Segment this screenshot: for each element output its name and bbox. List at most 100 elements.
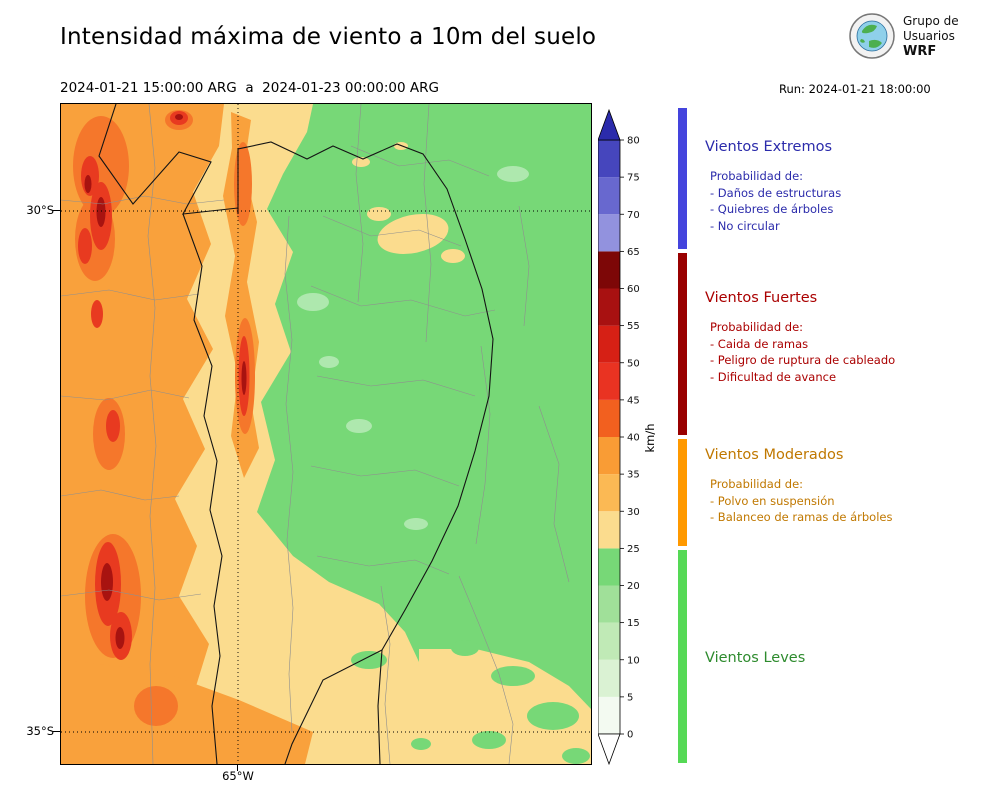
wind-region xyxy=(134,686,178,726)
legend-block: Vientos Moderados Probabilidad de: - Polvo… xyxy=(705,447,990,526)
longitude-label-65w: 65°W xyxy=(222,769,254,783)
legend-line: - Dificultad de avance xyxy=(710,369,837,384)
colorbar-segment xyxy=(598,585,620,623)
boundary-line xyxy=(61,289,200,301)
latitude-label-30s: 30°S xyxy=(26,203,54,217)
boundary-line xyxy=(61,389,190,401)
colorbar-segment xyxy=(598,177,620,215)
boundary-line xyxy=(147,104,157,764)
colorbar-segment xyxy=(598,140,620,178)
boundary-line xyxy=(61,195,225,205)
colorbar-tick-label: 10 xyxy=(627,655,640,666)
boundary-line xyxy=(538,405,570,583)
legend-category-title: Vientos Moderados xyxy=(705,447,844,463)
wind-region xyxy=(419,649,591,764)
colorbar-segment xyxy=(598,288,620,326)
legend-block: Vientos Extremos Probabilidad de: - Daños … xyxy=(705,139,990,234)
boundary-line xyxy=(458,575,514,764)
wind-region xyxy=(115,627,125,649)
category-bar-segment xyxy=(678,550,687,763)
boundary-line xyxy=(310,285,496,317)
colorbar-tick-label: 25 xyxy=(627,544,640,555)
logo-line-2: Usuarios xyxy=(903,28,955,43)
colorbar-tick-label: 30 xyxy=(627,507,640,518)
colorbar-segment xyxy=(598,474,620,512)
colorbar-segment xyxy=(598,659,620,697)
axis-tick-lat-35s xyxy=(53,731,60,732)
legend-line: - Balanceo de ramas de árboles xyxy=(710,510,893,524)
colorbar-tick-label: 80 xyxy=(627,136,640,147)
boundary-line xyxy=(350,145,490,177)
wrf-logo: Grupo de Usuarios WRF xyxy=(848,12,959,60)
wind-region xyxy=(491,666,535,686)
category-bar-segment xyxy=(678,108,687,250)
legend-line: Probabilidad de: xyxy=(710,320,804,334)
boundary-line xyxy=(380,585,391,764)
map-canvas xyxy=(61,104,591,764)
colorbar-segment xyxy=(598,214,620,252)
wind-region xyxy=(441,249,465,263)
colorbar-arrow-bottom xyxy=(598,733,621,766)
colorbar-tick-label: 60 xyxy=(627,284,640,295)
colorbar-segment xyxy=(598,511,620,549)
wind-region xyxy=(241,361,247,395)
boundary-line xyxy=(182,213,223,764)
wind-region xyxy=(61,660,313,764)
wind-region xyxy=(78,228,92,264)
wind-region xyxy=(175,114,183,120)
wind-intensity-map xyxy=(60,103,592,765)
boundary-line xyxy=(322,215,462,247)
legend-line: - Quiebres de árboles xyxy=(710,202,834,216)
boundary-line xyxy=(316,555,450,575)
boundary-line xyxy=(316,375,476,397)
colorbar-tick-label: 50 xyxy=(627,358,640,369)
colorbar-tick-label: 5 xyxy=(627,692,633,703)
colorbar-tick-label: 55 xyxy=(627,321,640,332)
boundary-line xyxy=(518,205,530,327)
legend-line: - Peligro de ruptura de cableado xyxy=(710,353,896,367)
colorbar-segment xyxy=(598,548,620,586)
colorbar-segment xyxy=(598,399,620,437)
wind-region xyxy=(377,213,449,255)
wind-region xyxy=(351,651,387,669)
legend-line: - Daños de estructuras xyxy=(710,185,842,200)
category-bar-segment xyxy=(678,439,687,547)
logo-text: Grupo de Usuarios WRF xyxy=(903,14,959,59)
legend-line: - Polvo en suspensión xyxy=(710,493,835,508)
wind-region xyxy=(527,702,579,730)
boundary-line xyxy=(61,589,202,601)
valid-period-label: 2024-01-21 15:00:00 ARG a 2024-01-23 00:… xyxy=(60,80,439,96)
colorbar-segment xyxy=(598,362,620,400)
legend-line: - No circular xyxy=(710,218,780,233)
boundary-line xyxy=(237,141,494,764)
wind-region xyxy=(472,731,506,749)
wind-region xyxy=(346,419,372,433)
boundary-line xyxy=(423,104,432,343)
boundary-line xyxy=(310,465,460,487)
wind-region xyxy=(451,640,479,656)
boundary-line xyxy=(284,215,294,733)
latitude-label-35s: 35°S xyxy=(26,724,54,738)
legend-line: Probabilidad de: xyxy=(710,169,804,183)
wind-region xyxy=(562,748,590,764)
legend-category-title: Vientos Fuertes xyxy=(705,290,818,306)
page-title: Intensidad máxima de viento a 10m del su… xyxy=(60,24,597,50)
wind-region xyxy=(411,738,431,750)
category-bar-segment xyxy=(678,253,687,435)
model-run-label: Run: 2024-01-21 18:00:00 xyxy=(779,82,931,96)
wind-region xyxy=(404,518,428,530)
axis-tick-lat-30s xyxy=(53,210,60,211)
axis-tick-lon-65w xyxy=(237,764,238,771)
colorbar-tick-label: 70 xyxy=(627,210,640,221)
colorbar-tick-label: 40 xyxy=(627,433,640,444)
colorbar-tick-label: 15 xyxy=(627,618,640,629)
wind-region xyxy=(234,142,252,226)
legend-category-title: Vientos Extremos xyxy=(705,139,833,155)
colorbar-segment xyxy=(598,622,620,660)
colorbar-tick-label: 35 xyxy=(627,470,640,481)
colorbar-segment xyxy=(598,696,620,734)
colorbar-segment xyxy=(598,251,620,289)
wind-region xyxy=(106,410,120,442)
wind-region xyxy=(297,293,329,311)
